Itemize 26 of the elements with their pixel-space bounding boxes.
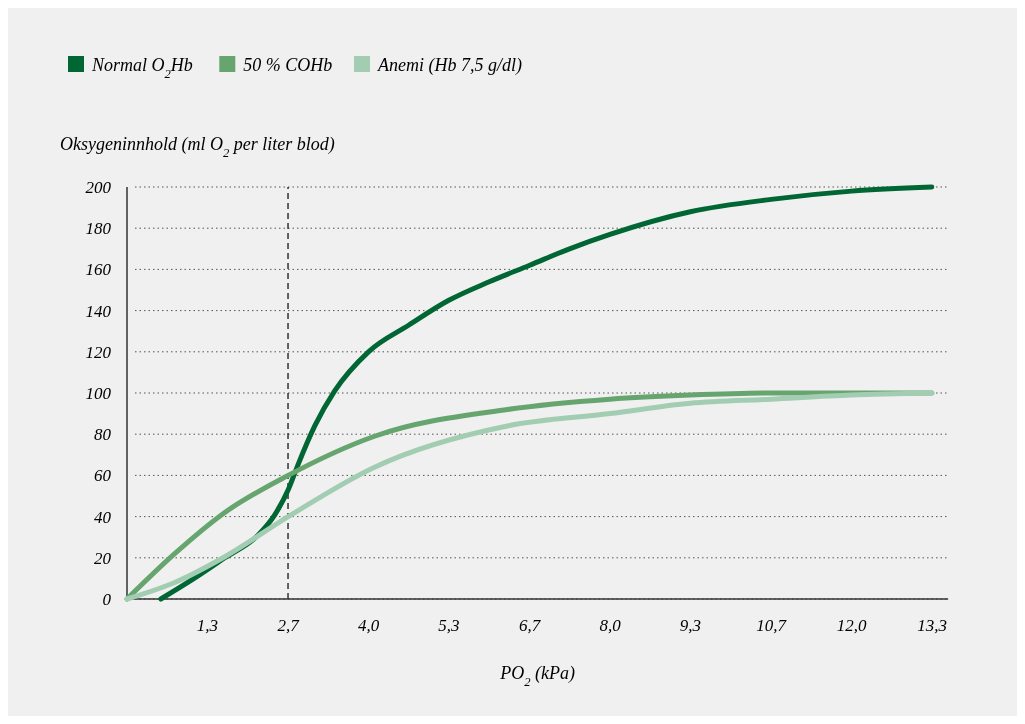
legend-label: Normal O$_{2}$Hb — [91, 55, 193, 81]
x-tick-label: 10,7 — [756, 616, 788, 635]
y-tick-label: 60 — [94, 466, 112, 486]
x-tick-label: 4,0 — [357, 616, 380, 635]
x-tick-label: 6,7 — [518, 616, 542, 635]
x-axis-title: PO$_{2}$ (kPa) — [499, 663, 575, 689]
y-tick-label: 160 — [85, 260, 112, 280]
x-tick-label: 13,3 — [917, 616, 947, 635]
y-tick-label: 200 — [85, 178, 112, 197]
x-tick-label: 1,3 — [196, 616, 219, 635]
x-tick-label: 5,3 — [438, 616, 460, 635]
y-tick-label: 100 — [85, 384, 112, 403]
y-tick-label: 40 — [94, 507, 112, 527]
x-tick-label: 12,0 — [836, 616, 867, 635]
legend-label: 50 % COHb — [243, 55, 333, 75]
y-tick-label: 120 — [85, 342, 112, 362]
y-tick-label: 140 — [85, 301, 112, 321]
x-tick-label: 2,7 — [277, 616, 301, 635]
legend-label: Anemi (Hb 7,5 g/dl) — [377, 55, 522, 76]
y-tick-label: 180 — [85, 219, 112, 239]
x-tick-label: 8,0 — [599, 616, 622, 635]
x-tick-label: 9,3 — [679, 616, 702, 635]
y-tick-label: 20 — [94, 548, 112, 568]
y-tick-label: 80 — [94, 425, 112, 445]
y-axis-title: Oksygeninnhold (ml O$_{2}$ per liter blod) — [60, 134, 335, 160]
y-tick-label: 0 — [102, 590, 112, 609]
